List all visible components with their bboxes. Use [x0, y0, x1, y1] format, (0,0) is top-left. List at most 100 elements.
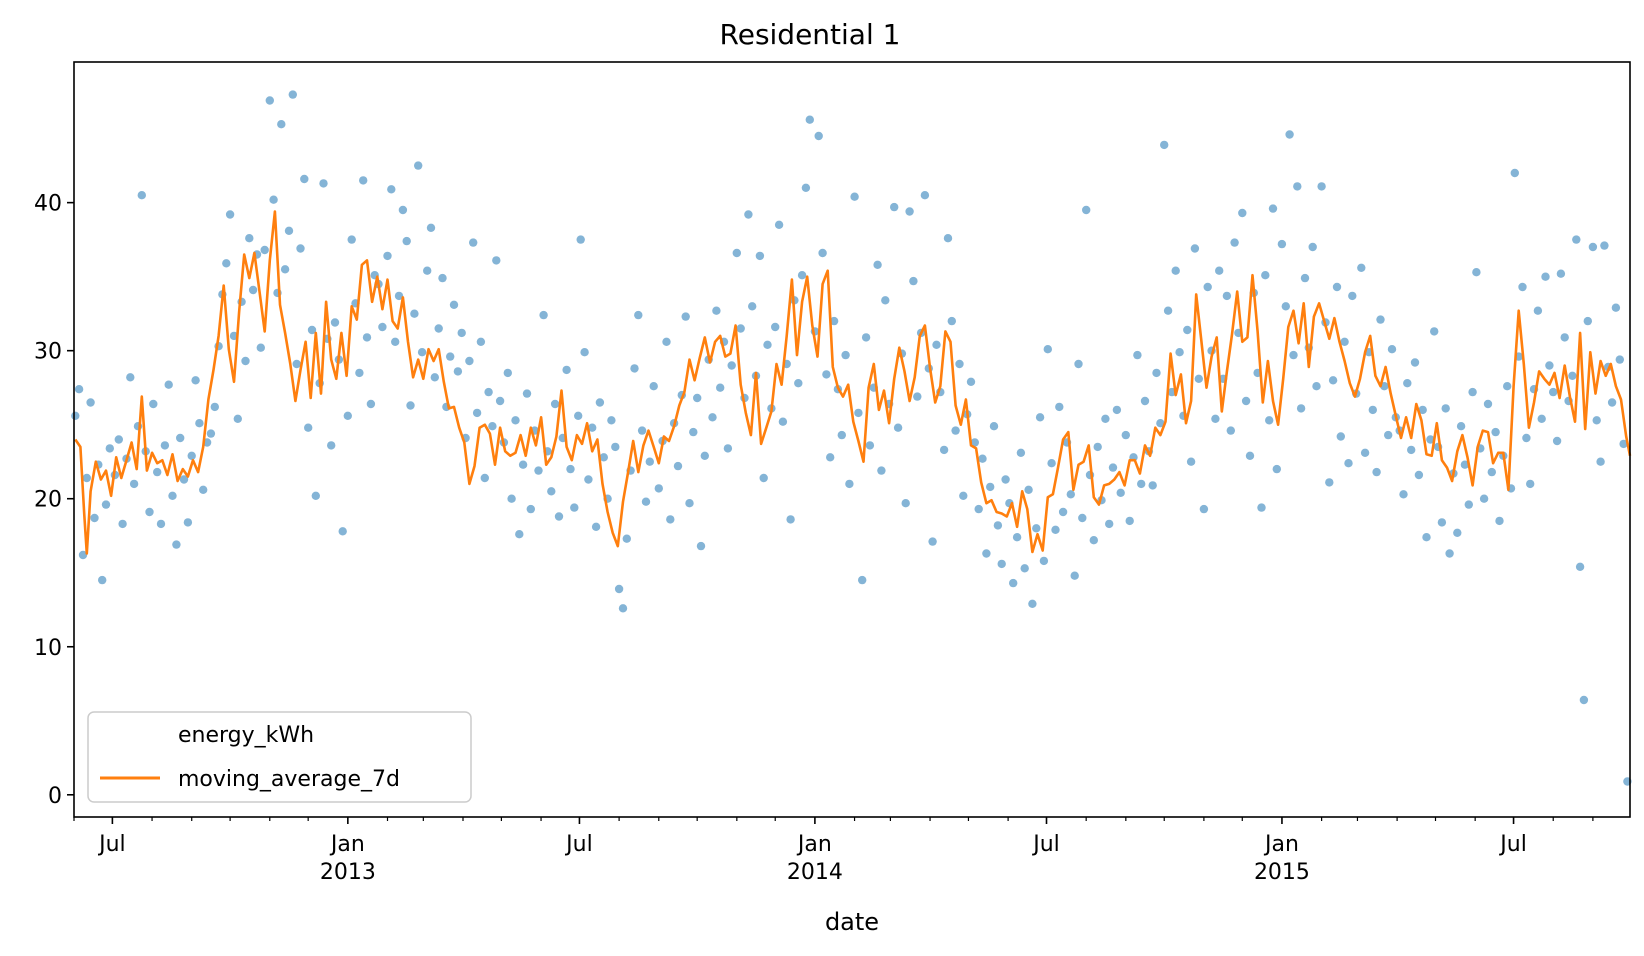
scatter-point: [641, 497, 651, 506]
scatter-point: [1575, 562, 1585, 571]
scatter-point: [526, 504, 535, 514]
scatter-point: [774, 220, 784, 229]
scatter-point: [280, 265, 290, 274]
scatter-point: [1441, 404, 1450, 413]
scatter-point: [191, 376, 200, 385]
scatter-point: [1552, 436, 1562, 446]
scatter-point: [222, 259, 231, 268]
scatter-point: [1186, 457, 1196, 466]
scatter-point: [645, 457, 654, 466]
scatter-point: [71, 411, 80, 420]
legend-label-moving-average: moving_average_7d: [178, 767, 400, 792]
x-tick-year-label: 2014: [787, 860, 843, 885]
scatter-point: [1203, 282, 1212, 292]
scatter-point: [1001, 475, 1010, 484]
scatter-point: [1125, 516, 1134, 526]
scatter-point: [1583, 316, 1593, 326]
y-tick-label: 40: [34, 192, 62, 217]
scatter-point: [1257, 503, 1266, 512]
scatter-point: [666, 515, 675, 524]
scatter-point: [343, 411, 352, 420]
scatter-point: [1277, 239, 1287, 249]
scatter-point: [689, 427, 698, 437]
scatter-point: [1281, 302, 1291, 311]
scatter-point: [1541, 272, 1550, 281]
scatter-point: [330, 318, 340, 327]
legend-box: [87, 711, 472, 803]
scatter-point: [359, 176, 368, 185]
scatter-point: [1093, 442, 1102, 452]
scatter-point: [599, 453, 608, 462]
scatter-point: [1082, 205, 1091, 215]
scatter-point: [256, 343, 265, 352]
scatter-point: [928, 537, 937, 546]
scatter-point: [890, 202, 899, 212]
scatter-point: [311, 491, 320, 500]
scatter-point: [1592, 416, 1601, 425]
scatter-point: [472, 408, 482, 418]
scatter-point: [114, 435, 124, 444]
scatter-point: [187, 451, 196, 460]
scatter-point: [1545, 361, 1554, 370]
scatter-point: [1357, 263, 1366, 272]
scatter-point: [1039, 556, 1049, 566]
scatter-point: [1403, 379, 1412, 388]
scatter-point: [438, 273, 447, 283]
scatter-point: [681, 312, 690, 321]
scatter-point: [1600, 241, 1609, 250]
scatter-point: [1112, 405, 1122, 415]
scatter-point: [511, 416, 520, 425]
scatter-point: [327, 441, 336, 450]
scatter-point: [1399, 490, 1408, 499]
scatter-point: [566, 464, 575, 474]
x-tick-year-label: 2013: [320, 860, 376, 885]
scatter-point: [1556, 269, 1566, 278]
scatter-point: [716, 383, 725, 392]
scatter-point: [1372, 467, 1381, 477]
scatter-point: [588, 423, 597, 432]
scatter-point: [723, 444, 733, 453]
scatter-point: [406, 401, 415, 410]
scatter-point: [534, 466, 543, 475]
scatter-point: [854, 408, 863, 418]
scatter-point: [637, 426, 647, 435]
scatter-point: [778, 417, 788, 426]
scatter-point: [90, 513, 99, 523]
scatter-point: [614, 584, 624, 594]
scatter-point: [260, 245, 269, 255]
scatter-point: [210, 402, 219, 412]
scatter-point: [1526, 479, 1535, 489]
scatter-point: [288, 90, 297, 99]
x-tick-label: Jan: [329, 832, 365, 857]
scatter-point: [539, 310, 548, 320]
x-tick-label: Jul: [1031, 832, 1060, 857]
scatter-point: [905, 207, 914, 216]
scatter-point: [1414, 470, 1424, 480]
scatter-point: [1016, 448, 1026, 457]
scatter-point: [1035, 413, 1045, 422]
scatter-point: [829, 316, 839, 326]
x-tick-label: Jan: [796, 832, 832, 857]
scatter-point: [1245, 451, 1255, 460]
scatter-point: [1503, 382, 1512, 391]
scatter-point: [1426, 435, 1435, 444]
scatter-point: [319, 179, 328, 188]
scatter-point: [1148, 481, 1157, 490]
scatter-point: [1510, 168, 1520, 178]
scatter-point: [1348, 291, 1357, 301]
scatter-point: [845, 479, 854, 489]
scatter-point: [1325, 478, 1334, 487]
scatter-point: [970, 438, 979, 447]
scatter-point: [126, 373, 135, 382]
scatter-point: [430, 373, 439, 382]
scatter-point: [1387, 345, 1397, 354]
scatter-point: [974, 504, 983, 514]
scatter-point: [1183, 325, 1192, 335]
scatter-point: [939, 445, 949, 455]
scatter-point: [673, 461, 683, 471]
scatter-point: [1028, 599, 1037, 608]
scatter-point: [1058, 507, 1068, 517]
scatter-point: [574, 411, 583, 420]
scatter-point: [700, 451, 709, 460]
scatter-point: [1376, 315, 1385, 324]
